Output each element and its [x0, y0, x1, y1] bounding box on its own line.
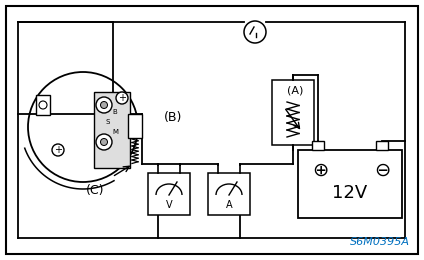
Text: (C): (C)	[86, 184, 104, 197]
Bar	[94, 92, 130, 168]
Text: S: S	[106, 119, 110, 125]
Text: +: +	[54, 145, 62, 155]
Bar	[128, 114, 142, 138]
Text: +: +	[118, 93, 126, 103]
Text: ⊕: ⊕	[312, 160, 328, 179]
Text: (B): (B)	[164, 110, 182, 124]
Circle shape	[39, 101, 47, 109]
Text: A: A	[226, 200, 232, 210]
Text: ⊖: ⊖	[374, 160, 390, 179]
Bar	[312, 141, 324, 150]
Bar	[376, 141, 388, 150]
Bar	[208, 173, 250, 215]
Circle shape	[28, 72, 138, 182]
Bar	[298, 150, 402, 218]
Circle shape	[100, 139, 108, 146]
Text: (A): (A)	[287, 85, 303, 95]
Text: S6M0395A: S6M0395A	[350, 237, 410, 247]
Text: V: V	[166, 200, 172, 210]
Circle shape	[244, 21, 266, 43]
Text: 12V: 12V	[332, 184, 368, 202]
Circle shape	[100, 101, 108, 108]
Circle shape	[52, 144, 64, 156]
Circle shape	[96, 97, 112, 113]
Bar	[148, 173, 190, 215]
Bar	[272, 80, 314, 145]
Circle shape	[116, 92, 128, 104]
Text: B: B	[113, 109, 117, 115]
Text: M: M	[112, 129, 118, 135]
Bar	[36, 95, 50, 115]
Circle shape	[96, 134, 112, 150]
